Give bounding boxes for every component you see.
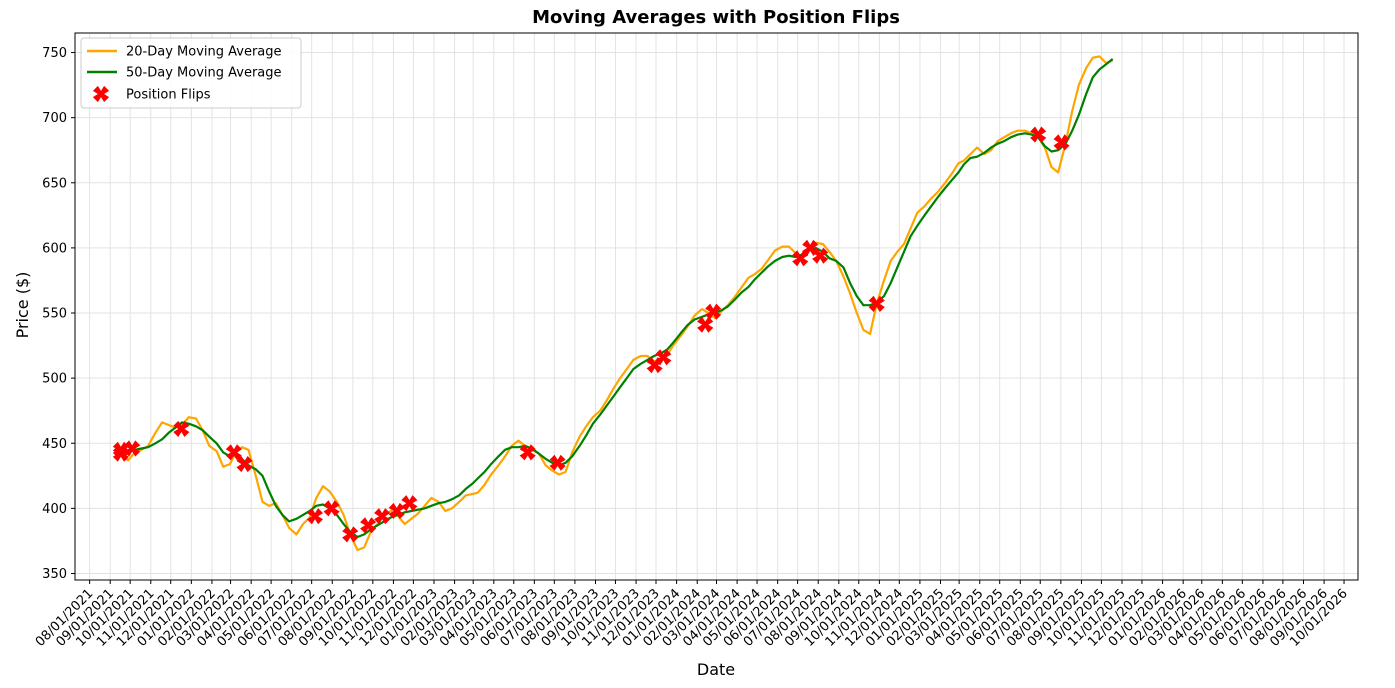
chart-title: Moving Averages with Position Flips <box>532 7 900 28</box>
flip-marker <box>868 295 885 312</box>
flip-marker <box>360 517 377 534</box>
series-line-50-day-ma <box>121 58 1114 539</box>
y-tick-label: 650 <box>42 176 67 191</box>
flip-marker <box>1030 126 1047 143</box>
flip-marker <box>306 508 323 525</box>
series-lines <box>120 55 1114 552</box>
flip-marker <box>225 444 242 461</box>
flip-marker <box>812 247 829 264</box>
flip-marker <box>388 502 405 519</box>
flip-marker <box>705 303 722 320</box>
y-axis-label: Price ($) <box>13 272 32 339</box>
flip-marker <box>124 440 141 457</box>
flip-marker <box>323 500 340 517</box>
legend-swatch <box>92 85 110 103</box>
y-tick-label: 350 <box>42 567 67 582</box>
y-tick-label: 450 <box>42 437 67 452</box>
y-tick-label: 550 <box>42 307 67 322</box>
legend-entry: Position Flips <box>126 88 211 103</box>
flip-marker <box>173 420 190 437</box>
legend-entry: 50-Day Moving Average <box>126 66 282 81</box>
flip-marker <box>236 456 253 473</box>
flip-marker <box>549 454 566 471</box>
y-tick-label: 600 <box>42 241 67 256</box>
series-line-20-day-ma <box>120 55 1114 552</box>
y-tick-label: 750 <box>42 46 67 61</box>
flip-marker <box>519 444 536 461</box>
flip-marker <box>401 495 418 512</box>
x-axis-ticks: 08/01/202109/01/202110/01/202111/01/2021… <box>33 580 1351 650</box>
flip-marker <box>655 349 672 366</box>
flip-marker <box>112 445 129 462</box>
flip-markers <box>112 126 1070 543</box>
y-axis-ticks: 350 400 450 500 550 600 650 700 750 <box>42 46 75 582</box>
legend: 20-Day Moving Average 50-Day Moving Avera… <box>80 37 302 109</box>
y-tick-label: 400 <box>42 502 67 517</box>
legend-entry: 20-Day Moving Average <box>126 45 282 60</box>
y-tick-label: 700 <box>42 111 67 126</box>
flip-marker <box>792 250 809 267</box>
y-tick-label: 500 <box>42 372 67 387</box>
flip-marker <box>342 526 359 543</box>
x-axis-label: Date <box>697 660 735 679</box>
flip-marker <box>374 508 391 525</box>
flip-marker <box>697 316 714 333</box>
flip-marker <box>1053 134 1070 151</box>
legend-box <box>80 37 302 109</box>
